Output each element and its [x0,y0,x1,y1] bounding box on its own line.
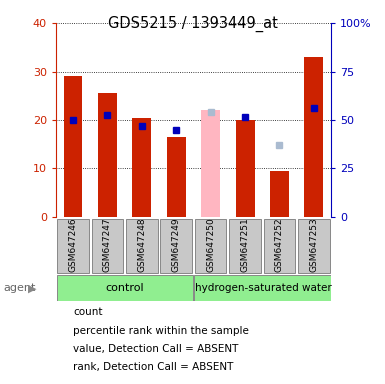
Bar [167,137,186,217]
Text: ▶: ▶ [28,283,36,293]
Bar [236,120,254,217]
Text: GSM647253: GSM647253 [310,218,318,272]
Text: agent: agent [4,283,36,293]
Bar [98,93,117,217]
Text: GSM647246: GSM647246 [69,218,77,272]
Text: GSM647249: GSM647249 [172,218,181,272]
Bar [270,171,289,217]
Bar [229,219,261,273]
Text: count: count [73,307,103,317]
Bar [161,219,192,273]
Bar [195,219,226,273]
Bar [64,76,82,217]
Bar [132,118,151,217]
Bar [264,219,295,273]
Text: control: control [105,283,144,293]
Text: GSM647247: GSM647247 [103,218,112,272]
Bar [298,219,330,273]
Bar [305,57,323,217]
Text: GSM647248: GSM647248 [137,218,146,272]
Bar [57,219,89,273]
Text: GDS5215 / 1393449_at: GDS5215 / 1393449_at [107,16,278,32]
Bar [126,219,158,273]
Bar [92,219,123,273]
Text: percentile rank within the sample: percentile rank within the sample [73,326,249,336]
Text: rank, Detection Call = ABSENT: rank, Detection Call = ABSENT [73,362,234,372]
Text: GSM647251: GSM647251 [241,218,249,272]
Bar [194,275,332,301]
Bar [201,110,220,217]
Bar [57,275,193,301]
Text: hydrogen-saturated water: hydrogen-saturated water [194,283,331,293]
Text: GSM647252: GSM647252 [275,218,284,272]
Text: value, Detection Call = ABSENT: value, Detection Call = ABSENT [73,344,239,354]
Text: GSM647250: GSM647250 [206,218,215,272]
